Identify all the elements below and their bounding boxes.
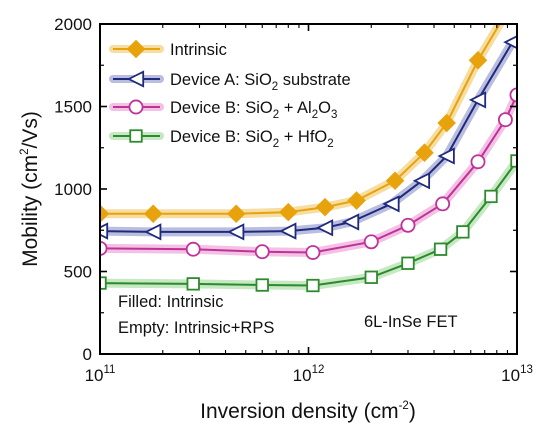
data-point-device-a xyxy=(412,172,431,190)
data-point-device-a xyxy=(341,213,360,231)
data-point-device-b-hfo2 xyxy=(456,225,470,239)
series-intrinsic xyxy=(100,3,515,224)
data-point-device-b-al2o3 xyxy=(435,196,451,212)
legend-marker xyxy=(128,99,144,115)
data-point-device-b-al2o3 xyxy=(509,87,517,103)
series-device-b-hfo2 xyxy=(100,154,517,293)
data-point-intrinsic xyxy=(385,171,405,191)
data-point-device-b-al2o3 xyxy=(305,245,321,260)
x-tick-label: 1011 xyxy=(85,364,116,385)
data-point-device-b-al2o3 xyxy=(185,241,201,257)
data-point-device-b-hfo2 xyxy=(255,278,269,292)
legend-entry-device-a: Device A: SiO2 substrate xyxy=(109,70,351,93)
data-point-device-a xyxy=(226,223,245,241)
y-tick-label: 1000 xyxy=(54,180,92,199)
data-point-device-b-al2o3 xyxy=(497,112,513,128)
data-point-device-b-hfo2 xyxy=(401,256,415,270)
data-point-device-b-al2o3 xyxy=(470,154,486,170)
data-point-device-a xyxy=(279,222,297,240)
y-axis-title: Mobility (cm2/Vs) xyxy=(19,111,42,267)
legend: Intrinsic Device A: SiO2 substrate Device … xyxy=(109,39,351,150)
legend-entry-device-b-hfo2: Device B: SiO2 + HfO2 xyxy=(109,128,334,150)
legend-label: Device B: SiO2 + HfO2 xyxy=(170,128,334,150)
data-point-intrinsic xyxy=(315,197,335,217)
series-layer xyxy=(100,3,517,293)
legend-label: Intrinsic xyxy=(170,41,227,59)
data-point-device-a xyxy=(315,219,334,237)
data-point-intrinsic xyxy=(347,191,366,210)
annotation-empty: Empty: Intrinsic+RPS xyxy=(118,319,274,337)
data-point-device-b-hfo2 xyxy=(306,278,320,293)
x-tick-label: 1013 xyxy=(501,364,533,385)
data-point-intrinsic xyxy=(226,204,246,224)
axis-ticks: 0 500 1000 1500 2000 1011 1012 1013 xyxy=(54,15,533,385)
annotation-filled: Filled: Intrinsic xyxy=(118,293,223,311)
data-point-intrinsic xyxy=(468,51,488,70)
legend-marker xyxy=(129,129,143,143)
data-point-intrinsic xyxy=(437,113,456,133)
data-point-device-b-hfo2 xyxy=(364,270,378,284)
data-point-intrinsic xyxy=(143,204,163,224)
legend-marker xyxy=(126,39,146,59)
data-point-intrinsic xyxy=(100,204,110,224)
series-line-device-b-hfo2 xyxy=(100,160,517,287)
x-tick-label: 1012 xyxy=(293,364,325,385)
y-tick-label: 0 xyxy=(83,345,92,364)
data-point-device-a xyxy=(503,35,517,50)
annotation-device: 6L-InSe FET xyxy=(364,313,458,331)
x-axis-title: Inversion density (cm-2) xyxy=(200,400,416,423)
legend-label: Device A: SiO2 substrate xyxy=(170,71,351,93)
data-point-device-b-al2o3 xyxy=(363,234,379,250)
data-point-device-b-al2o3 xyxy=(254,244,270,260)
legend-marker xyxy=(126,70,145,88)
y-tick-label: 1500 xyxy=(54,98,92,117)
legend-entry-intrinsic: Intrinsic xyxy=(109,39,227,59)
legend-entry-device-b-al2o3: Device B: SiO2 + Al2O3 xyxy=(109,99,337,121)
y-tick-label: 2000 xyxy=(54,15,92,34)
series-line-device-b-al2o3 xyxy=(100,94,517,254)
data-point-device-a xyxy=(144,223,162,241)
series-halo-device-b-hfo2 xyxy=(100,156,517,290)
data-point-device-a xyxy=(437,147,455,165)
data-point-device-b-hfo2 xyxy=(186,277,200,291)
data-point-device-b-hfo2 xyxy=(433,242,448,256)
data-point-device-a xyxy=(468,91,487,109)
data-point-device-a xyxy=(100,222,109,240)
data-point-device-b-hfo2 xyxy=(484,189,498,204)
data-point-device-b-al2o3 xyxy=(400,217,416,233)
data-point-intrinsic xyxy=(415,143,434,162)
series-device-a xyxy=(100,35,517,241)
y-tick-label: 500 xyxy=(64,263,92,282)
data-point-device-b-hfo2 xyxy=(100,276,107,290)
series-device-b-al2o3 xyxy=(100,87,517,260)
data-point-device-a xyxy=(382,195,400,213)
data-point-intrinsic xyxy=(279,202,298,222)
data-point-intrinsic xyxy=(499,3,515,19)
legend-label: Device B: SiO2 + Al2O3 xyxy=(170,99,337,121)
